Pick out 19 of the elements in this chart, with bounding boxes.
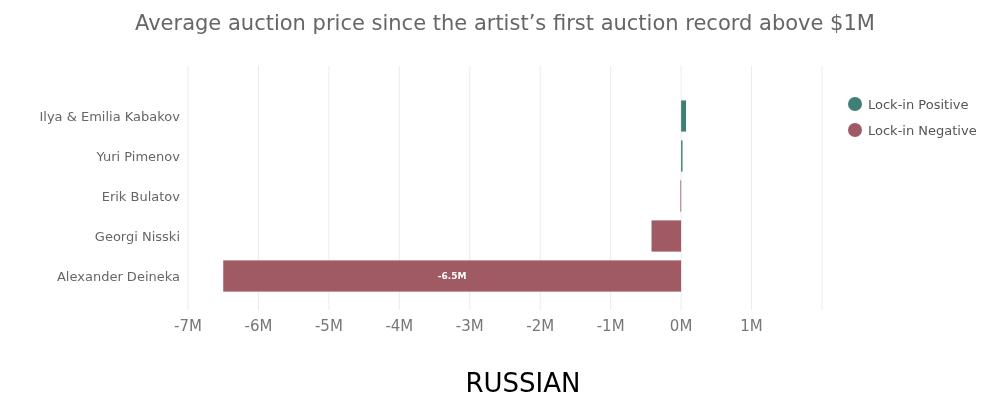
x-tick-label: -1M [596,317,625,335]
data-label: -6.5M [437,271,467,282]
y-tick-label: Georgi Nisski [94,228,180,244]
legend-label: Lock-in Negative [868,122,977,138]
x-tick-label: 0M [669,317,693,335]
x-tick-label: -4M [385,317,414,335]
x-tick-label: -6M [244,317,273,335]
y-tick-label: Alexander Deineka [56,268,180,284]
chart-title: Average auction price since the artist’s first auction record above $1M [135,11,875,35]
y-tick-label: Ilya & Emilia Kabakov [39,108,181,124]
x-tick-label: -2M [526,317,555,335]
y-tick-label: Yuri Pimenov [95,148,181,164]
x-tick-label: 1M [740,317,763,335]
text: RUSSIAN [465,368,581,398]
x-tick-label: -3M [455,317,484,335]
legend-label: Lock-in Positive [868,96,969,112]
y-tick-label: Erik Bulatov [101,188,181,204]
x-tick-label: -7M [174,317,202,335]
x-tick-label: -5M [314,317,343,335]
